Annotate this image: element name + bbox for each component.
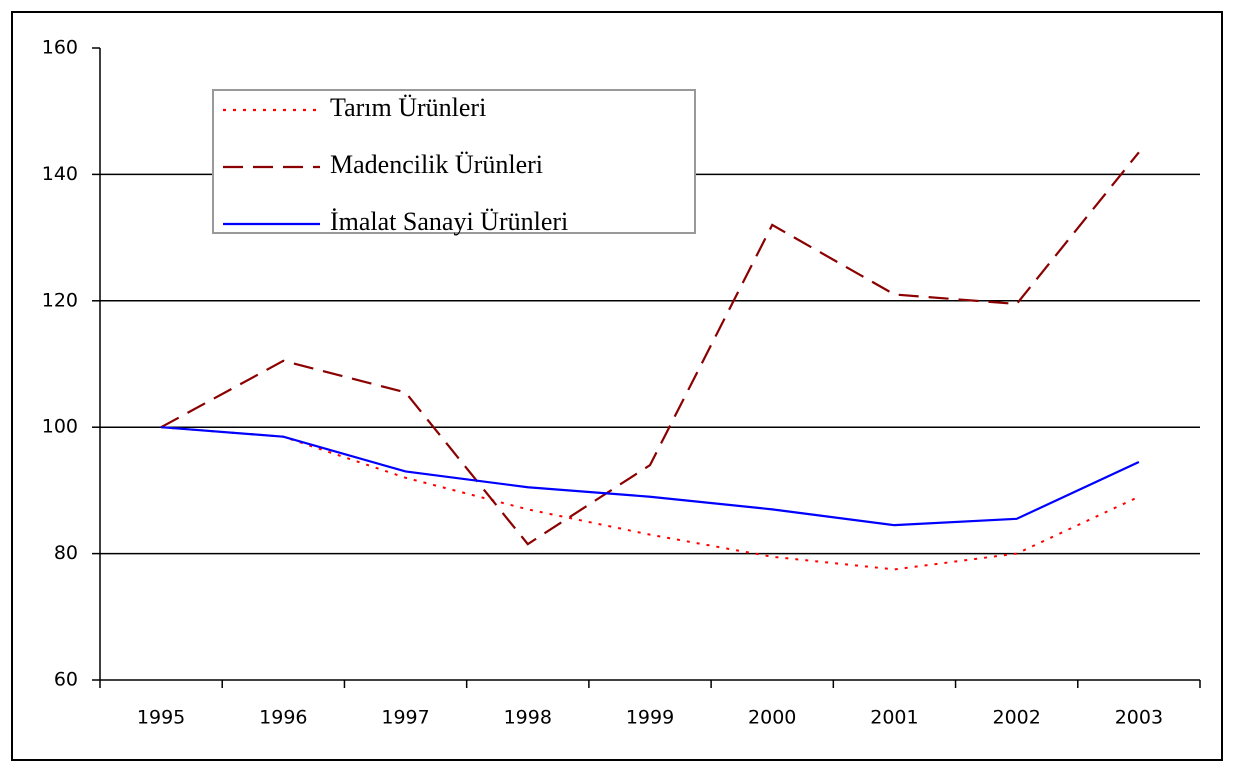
- series-line: [161, 426, 1140, 527]
- x-tick-label: 1999: [626, 707, 674, 729]
- legend-label: Tarım Ürünleri: [330, 93, 486, 122]
- x-tick-label: 1996: [259, 707, 307, 729]
- legend-label: İmalat Sanayi Ürünleri: [330, 207, 568, 236]
- x-tick-label: 1998: [504, 707, 552, 729]
- y-tick-label: 80: [54, 542, 78, 564]
- x-tick-label: 2001: [870, 707, 918, 729]
- y-tick-label: 60: [54, 669, 78, 691]
- series-line: [160, 151, 1140, 546]
- y-tick-label: 160: [42, 37, 78, 59]
- x-tick-label: 2000: [748, 707, 796, 729]
- legend-box: [212, 89, 696, 234]
- y-tick-label: 100: [42, 416, 78, 438]
- y-tick-label: 120: [42, 289, 78, 311]
- x-tick-label: 2002: [992, 707, 1040, 729]
- x-tick-label: 1997: [381, 707, 429, 729]
- y-tick-label: 140: [42, 163, 78, 185]
- series-line: [161, 426, 1140, 571]
- x-tick-label: 2003: [1115, 707, 1163, 729]
- legend-label: Madencilik Ürünleri: [330, 150, 543, 179]
- x-tick-label: 1995: [137, 707, 185, 729]
